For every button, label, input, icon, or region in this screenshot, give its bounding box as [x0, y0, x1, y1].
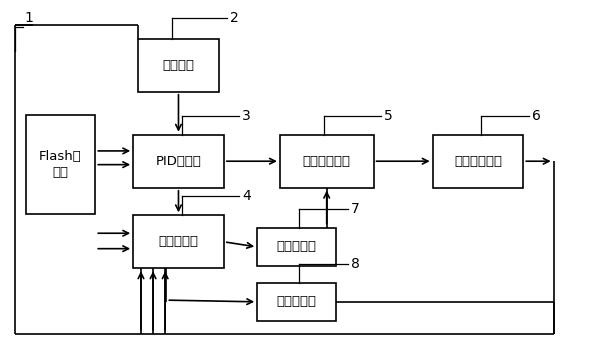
Text: 传感器组: 传感器组: [163, 59, 194, 72]
Text: 第二存储器: 第二存储器: [276, 295, 316, 308]
Bar: [133, 134, 224, 188]
Text: PID控制器: PID控制器: [155, 155, 201, 168]
Text: 燃料供给系统: 燃料供给系统: [302, 155, 351, 168]
Bar: [257, 228, 336, 266]
Text: 第一存储器: 第一存储器: [276, 240, 316, 253]
Text: 6: 6: [532, 109, 541, 123]
Bar: [133, 215, 224, 268]
Bar: [25, 115, 95, 214]
Text: 7: 7: [351, 202, 359, 216]
Bar: [280, 134, 374, 188]
Text: 4: 4: [242, 189, 250, 203]
Text: 学习控制器: 学习控制器: [159, 235, 198, 248]
Bar: [433, 134, 523, 188]
Bar: [137, 38, 219, 92]
Text: 1: 1: [24, 11, 33, 25]
Text: 5: 5: [384, 109, 393, 123]
Text: 3: 3: [242, 109, 250, 123]
Text: 2: 2: [230, 11, 238, 25]
Text: Flash存
储器: Flash存 储器: [39, 150, 82, 179]
Text: 8: 8: [351, 257, 360, 271]
Bar: [257, 283, 336, 321]
Text: 空燃比传感器: 空燃比传感器: [454, 155, 502, 168]
